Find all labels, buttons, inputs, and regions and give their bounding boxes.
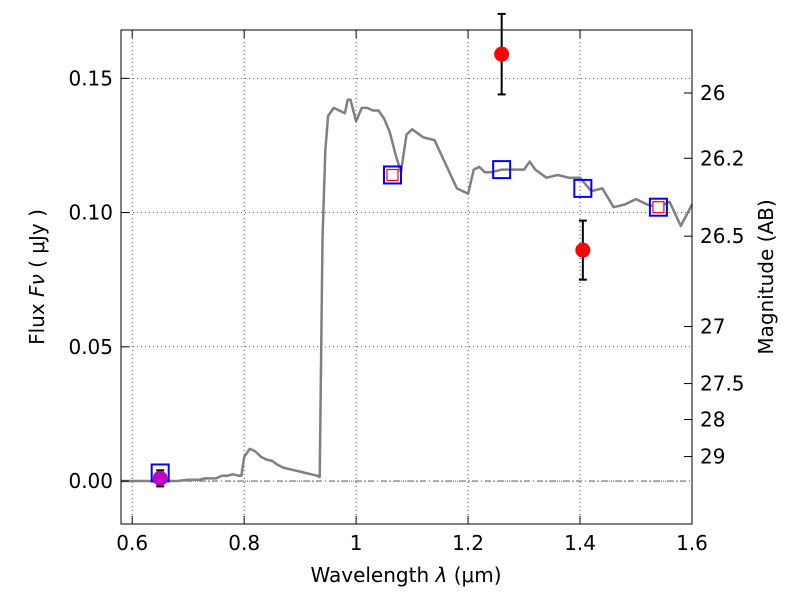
- model-photometry-square: [383, 165, 403, 185]
- model-photometry-square: [648, 197, 668, 217]
- faint-photometry-point: [152, 470, 168, 486]
- model-photometry-square: [492, 160, 512, 180]
- model-spectrum: [121, 98, 694, 483]
- y-axis-label-symbol: Fν: [25, 274, 49, 297]
- y-tick-label: 0.05: [68, 335, 113, 359]
- y-axis-label: Flux Fν ( μJy ): [25, 209, 49, 345]
- x-axis: 0.6 0.8 1 1.2 1.4 1.6: [116, 30, 708, 555]
- y2-tick-label: 26.5: [700, 224, 745, 248]
- observed-photometry-point: [494, 46, 510, 62]
- x-axis-label-prefix: Wavelength: [310, 563, 429, 587]
- y2-tick-label: 26: [700, 81, 725, 105]
- x-axis-label-symbol: λ: [435, 563, 448, 587]
- observed-photometry: [152, 12, 591, 488]
- x-axis-label-unit: (μm): [454, 563, 502, 587]
- y2-axis: 26 26.2 26.5 27 27.5 28 29: [684, 81, 745, 469]
- y2-tick-label: 28: [700, 408, 725, 432]
- y-axis: 0.00 0.05 0.10 0.15: [68, 66, 129, 493]
- x-tick-label: 0.8: [228, 531, 260, 555]
- x-tick-label: 1.2: [452, 531, 484, 555]
- x-tick-label: 1.6: [676, 531, 708, 555]
- y2-tick-label: 27.5: [700, 372, 745, 396]
- model-photometry-inner-square: [652, 201, 665, 214]
- model-photometry-square: [573, 178, 593, 198]
- x-axis-label: Wavelength λ (μm): [310, 563, 501, 587]
- grid: [121, 30, 693, 524]
- y2-axis-label: Magnitude (AB): [754, 199, 778, 354]
- x-tick-label: 1.4: [564, 531, 596, 555]
- observed-photometry-point: [575, 242, 591, 258]
- x-tick-label: 0.6: [116, 531, 148, 555]
- y2-tick-label: 26.2: [700, 146, 745, 170]
- y-axis-label-prefix: Flux: [25, 303, 49, 345]
- model-photometry: [150, 160, 668, 483]
- y-tick-label: 0.15: [68, 66, 113, 90]
- y2-tick-label: 27: [700, 315, 725, 339]
- model-photometry-inner-square: [386, 168, 399, 182]
- model-spectrum-line: [121, 98, 694, 483]
- y-tick-label: 0.00: [68, 469, 113, 493]
- y-axis-label-unit: ( μJy ): [25, 209, 49, 268]
- plot-frame: [120, 29, 693, 525]
- x-tick-label: 1: [350, 531, 363, 555]
- y-tick-label: 0.10: [68, 201, 113, 225]
- y2-tick-label: 29: [700, 445, 725, 469]
